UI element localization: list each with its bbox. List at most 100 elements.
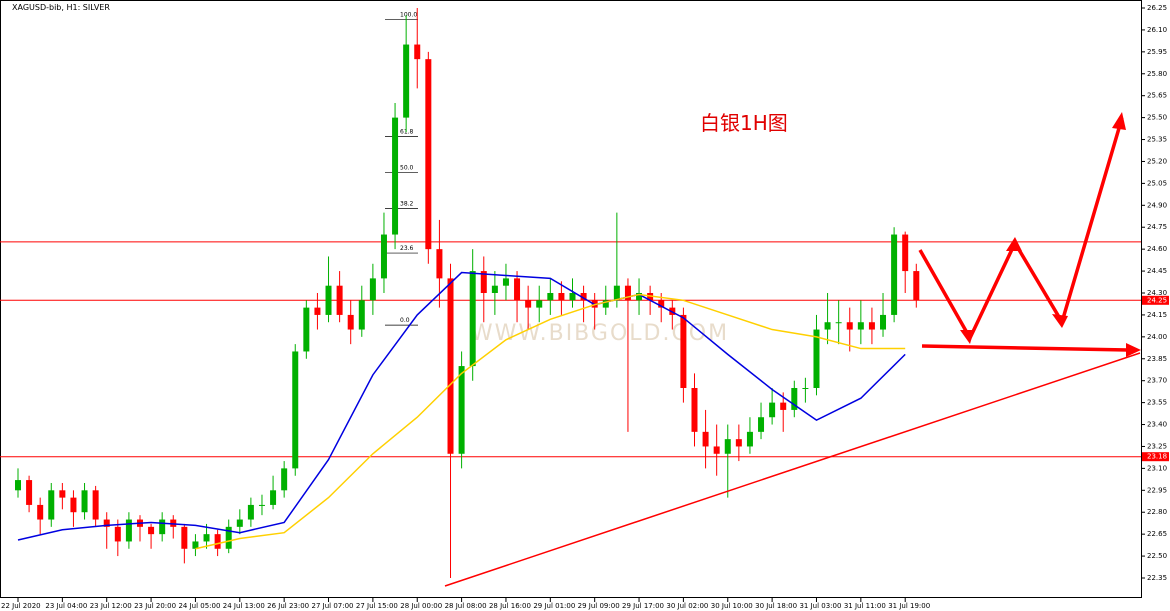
candle-body (636, 293, 643, 301)
candle-body (92, 490, 99, 520)
x-tick-label: 28 Jul 00:00 (400, 602, 442, 610)
x-tick-label: 23 Jul 20:00 (134, 602, 176, 610)
candle-body (247, 504, 254, 520)
candle-body (270, 490, 277, 505)
arrow-head (1052, 314, 1068, 328)
arrow-head (1006, 237, 1022, 251)
candle-body (369, 278, 376, 301)
candle-body (857, 322, 864, 330)
candle-body (181, 526, 188, 549)
arrow-head (960, 330, 974, 344)
candle-body (536, 300, 543, 308)
x-tick-label: 31 Jul 11:00 (844, 602, 886, 610)
candle-body (480, 271, 487, 293)
x-tick-label: 24 Jul 05:00 (178, 602, 220, 610)
level-tag (1142, 452, 1169, 462)
candle-body (15, 480, 21, 491)
x-tick-label: 30 Jul 02:00 (666, 602, 708, 610)
candle-body (569, 293, 576, 301)
candle-body (746, 431, 753, 447)
candle-body (59, 490, 66, 498)
y-tick-label: 25.50 (1147, 114, 1167, 122)
fib-label: 0.0 (400, 317, 410, 324)
y-tick-label: 25.80 (1147, 70, 1167, 78)
x-tick-label: 31 Jul 03:00 (799, 602, 841, 610)
candle-body (414, 44, 421, 60)
candle-body (403, 44, 410, 118)
candle-body (70, 497, 77, 513)
x-tick-label: 29 Jul 09:00 (578, 602, 620, 610)
candle-body (81, 490, 88, 513)
plot-layer: 100.0 61.8 50.0 38.2 23.6 0.0 (0, 8, 1141, 578)
candle-body (758, 417, 765, 432)
candle-body (868, 322, 875, 330)
candle-body (702, 431, 709, 447)
moving-average (195, 293, 906, 550)
y-tick-label: 22.65 (1147, 530, 1167, 538)
candle-body (281, 468, 288, 491)
candle-body (713, 446, 720, 454)
candle-body (724, 439, 731, 454)
y-tick-label: 22.35 (1147, 574, 1167, 582)
candle-body (148, 526, 155, 535)
y-tick-label: 23.55 (1147, 399, 1167, 407)
candle-body (835, 322, 842, 324)
y-tick-label: 22.50 (1147, 552, 1167, 560)
y-tick-label: 25.65 (1147, 92, 1167, 100)
candle-body (26, 480, 33, 505)
candle-body (691, 388, 698, 432)
y-tick-label: 24.15 (1147, 311, 1167, 319)
y-tick-label: 23.40 (1147, 421, 1167, 429)
candle-body (469, 271, 476, 367)
candle-body (425, 59, 432, 250)
candle-body (547, 293, 554, 301)
candle-body (436, 249, 443, 279)
candle-body (292, 351, 299, 469)
y-tick-label: 24.90 (1147, 201, 1167, 209)
candle-body (325, 285, 332, 315)
y-tick-label: 23.25 (1147, 442, 1167, 450)
annotation: 白银1H图 (700, 111, 788, 135)
x-tick-label: 30 Jul 10:00 (711, 602, 753, 610)
level-tag (1142, 295, 1169, 305)
x-tick-label: 27 Jul 15:00 (356, 602, 398, 610)
candle-body (37, 504, 44, 520)
candle-body (303, 307, 310, 352)
y-tick-label: 26.10 (1147, 26, 1167, 34)
candle-body (447, 278, 454, 454)
candle-body (613, 285, 620, 301)
y-tick-label: 25.35 (1147, 136, 1167, 144)
y-tick-label: 25.95 (1147, 48, 1167, 56)
candle-body (491, 285, 498, 293)
fib-label: 61.8 (400, 128, 414, 135)
level-label: 23.18 (1147, 453, 1167, 461)
candle-body (802, 388, 809, 389)
trend-line (444, 352, 1141, 587)
candle-body (236, 519, 243, 527)
y-tick-label: 23.85 (1147, 355, 1167, 363)
fib-label: 38.2 (400, 200, 414, 207)
candle-body (159, 519, 166, 535)
x-tick-label: 23 Jul 12:00 (90, 602, 132, 610)
candle-body (358, 300, 365, 330)
candle-body (314, 307, 321, 315)
x-tick-label: 31 Jul 19:00 (888, 602, 930, 610)
candle-body (203, 534, 210, 542)
candle-body (769, 402, 776, 418)
candle-body (913, 271, 920, 301)
candle-body (580, 293, 587, 301)
y-tick-label: 22.80 (1147, 508, 1167, 516)
candle-body (514, 278, 521, 301)
candle-body (458, 366, 465, 454)
candle-body (824, 322, 831, 330)
x-tick-label: 29 Jul 17:00 (622, 602, 664, 610)
candle-body (380, 234, 387, 279)
candle-body (791, 388, 798, 410)
candle-body (880, 314, 887, 330)
candle-body (214, 534, 221, 549)
candle-body (392, 117, 399, 235)
x-tick-label: 26 Jul 23:00 (267, 602, 309, 610)
fib-label: 100.0 (400, 12, 417, 19)
x-tick-label: 28 Jul 16:00 (489, 602, 531, 610)
